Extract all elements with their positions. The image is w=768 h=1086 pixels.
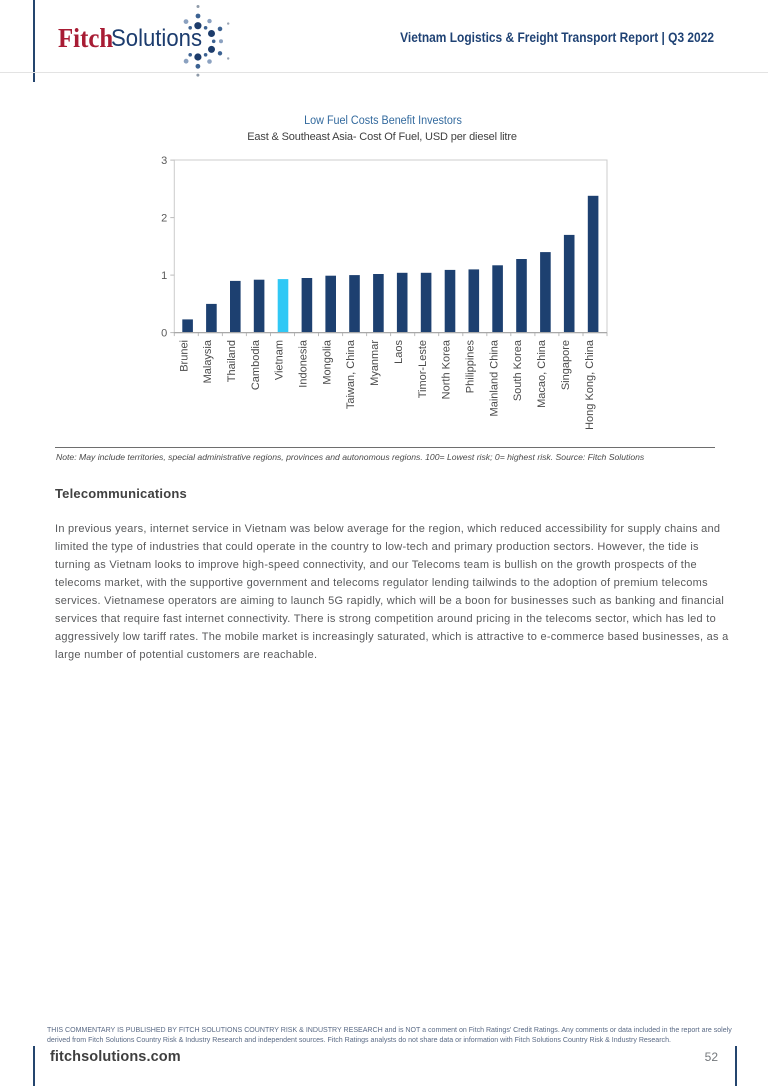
svg-text:Malaysia: Malaysia [202, 339, 214, 383]
svg-text:Hong Kong, China: Hong Kong, China [584, 339, 596, 430]
svg-text:Thailand: Thailand [226, 340, 238, 382]
svg-text:Cambodia: Cambodia [250, 339, 262, 390]
svg-text:North Korea: North Korea [441, 339, 453, 399]
svg-text:Laos: Laos [393, 340, 405, 364]
svg-text:Mongolia: Mongolia [321, 339, 333, 385]
svg-text:Taiwan, China: Taiwan, China [345, 339, 357, 409]
svg-text:Philippines: Philippines [465, 340, 477, 394]
svg-text:Singapore: Singapore [560, 340, 572, 390]
svg-text:1: 1 [161, 270, 167, 282]
svg-text:3: 3 [161, 155, 167, 167]
svg-text:2: 2 [161, 212, 167, 224]
svg-text:0: 0 [161, 327, 167, 339]
svg-text:Brunei: Brunei [178, 340, 190, 372]
svg-text:South Korea: South Korea [512, 339, 524, 401]
svg-text:Myanmar: Myanmar [369, 340, 381, 386]
svg-text:Macao, China: Macao, China [536, 339, 548, 408]
svg-text:Indonesia: Indonesia [298, 339, 310, 388]
svg-text:Timor-Leste: Timor-Leste [417, 340, 429, 398]
svg-text:Mainland China: Mainland China [488, 339, 500, 416]
svg-text:Vietnam: Vietnam [274, 340, 286, 380]
